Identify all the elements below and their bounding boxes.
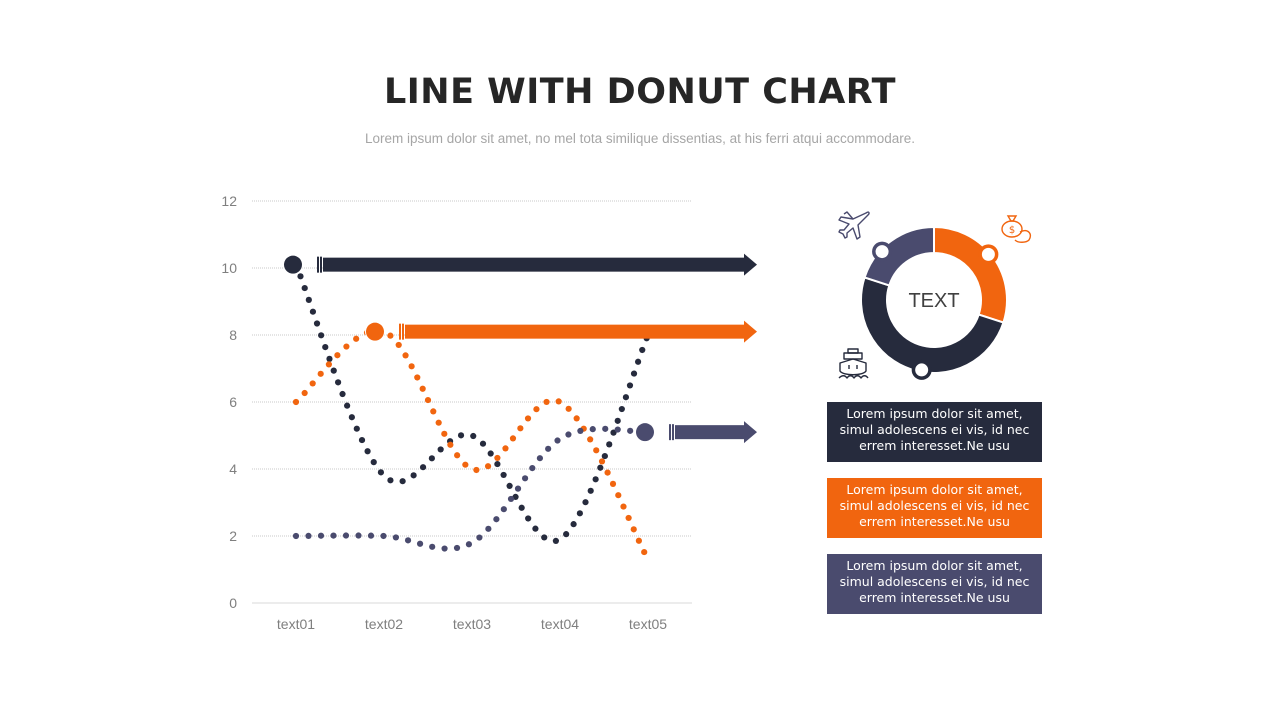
series-arrow-1 <box>317 253 757 276</box>
series-line-1 <box>283 254 650 544</box>
x-tick-label: text01 <box>277 616 315 632</box>
info-box-slate: Lorem ipsum dolor sit amet, simul adoles… <box>827 554 1042 614</box>
money-bag-icon: $ <box>1001 215 1032 243</box>
x-tick-label: text02 <box>365 616 403 632</box>
series-arrow-3 <box>669 421 757 444</box>
y-tick-label: 6 <box>229 394 237 410</box>
x-tick-label: text03 <box>453 616 491 632</box>
series-marker <box>636 423 654 442</box>
page-title: LINE WITH DONUT CHART <box>383 72 897 112</box>
y-tick-label: 12 <box>221 193 237 209</box>
y-tick-label: 4 <box>229 461 237 477</box>
x-tick-label: text05 <box>629 616 667 632</box>
y-tick-label: 0 <box>229 595 237 611</box>
y-axis-labels: 0 2 4 6 8 10 12 <box>221 193 237 611</box>
donut-center-label: TEXT <box>908 290 959 312</box>
series-arrow-2 <box>399 320 757 343</box>
series-marker <box>284 255 302 274</box>
ship-icon <box>838 348 869 379</box>
chart-series <box>283 254 655 556</box>
info-box-text: Lorem ipsum dolor sit amet, simul adoles… <box>839 558 1030 605</box>
series-line-2 <box>292 321 648 556</box>
series-line-3 <box>292 422 655 552</box>
info-box-navy: Lorem ipsum dolor sit amet, simul adoles… <box>827 402 1042 462</box>
x-axis-labels: text01 text02 text03 text04 text05 <box>277 616 667 632</box>
svg-text:$: $ <box>1009 225 1015 236</box>
page-subtitle: Lorem ipsum dolor sit amet, no mel tota … <box>365 131 915 146</box>
y-tick-label: 8 <box>229 327 237 343</box>
series-arrows <box>317 253 757 444</box>
y-tick-label: 2 <box>229 528 237 544</box>
info-box-text: Lorem ipsum dolor sit amet, simul adoles… <box>839 482 1030 529</box>
donut-chart <box>860 225 1008 380</box>
series-marker <box>366 322 384 341</box>
donut-slice-navy <box>860 276 1005 374</box>
airplane-icon <box>838 211 870 240</box>
info-box-orange: Lorem ipsum dolor sit amet, simul adoles… <box>827 478 1042 538</box>
info-box-text: Lorem ipsum dolor sit amet, simul adoles… <box>839 406 1030 453</box>
y-tick-label: 10 <box>221 260 237 276</box>
x-tick-label: text04 <box>541 616 579 632</box>
